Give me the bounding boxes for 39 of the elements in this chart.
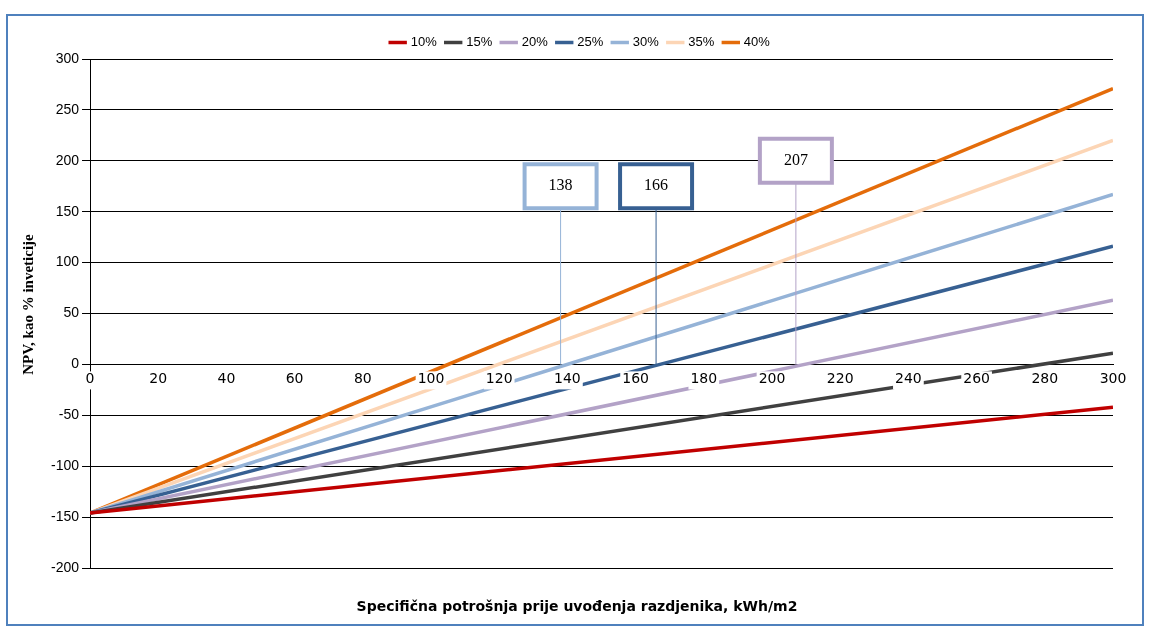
x-tick-label: 20	[149, 370, 168, 387]
x-tick-label: 0	[85, 370, 95, 387]
y-tick-label: -150	[50, 507, 80, 524]
x-tick-label: 260	[963, 370, 990, 387]
y-axis-title: NPV, kao % inveticije	[19, 233, 37, 377]
legend-label: 40%	[743, 34, 771, 50]
x-tick-label: 180	[690, 370, 718, 387]
ref-line-label: 207	[783, 151, 808, 168]
legend-label: 30%	[632, 34, 660, 50]
x-tick-label: 140	[554, 370, 581, 387]
y-tick-label: 50	[63, 304, 80, 321]
legend-label: 10%	[410, 34, 438, 50]
x-tick-label: 200	[758, 370, 786, 387]
x-tick-label: 220	[826, 370, 854, 387]
y-tick-label: 300	[55, 49, 80, 66]
legend-label: 25%	[577, 34, 604, 50]
y-tick-label: -200	[50, 558, 80, 575]
x-tick-label: 300	[1099, 370, 1127, 387]
legend-label: 35%	[688, 34, 715, 50]
x-tick-label: 60	[285, 370, 304, 387]
x-tick-label: 80	[353, 370, 372, 387]
y-tick-label: 250	[55, 100, 80, 117]
y-tick-label: 100	[55, 253, 80, 270]
x-axis-title: Specifična potrošnja prije uvođenja razdjenika, kWh/m2	[355, 598, 799, 614]
x-tick-label: 100	[417, 370, 445, 387]
y-tick-label: 200	[55, 151, 80, 168]
ref-line-label: 166	[644, 176, 669, 194]
x-tick-label: 160	[622, 370, 649, 387]
x-tick-label: 40	[217, 370, 236, 387]
x-tick-label: 240	[895, 370, 922, 387]
y-tick-label: 0	[71, 355, 80, 372]
ref-line-label: 138	[548, 176, 573, 194]
legend-label: 15%	[466, 34, 493, 50]
y-tick-label: 150	[55, 202, 80, 219]
legend-label: 20%	[521, 34, 549, 50]
y-tick-label: -100	[50, 457, 80, 474]
x-tick-label: 120	[485, 370, 513, 387]
x-tick-label: 280	[1031, 370, 1059, 387]
y-tick-label: -50	[58, 406, 80, 423]
